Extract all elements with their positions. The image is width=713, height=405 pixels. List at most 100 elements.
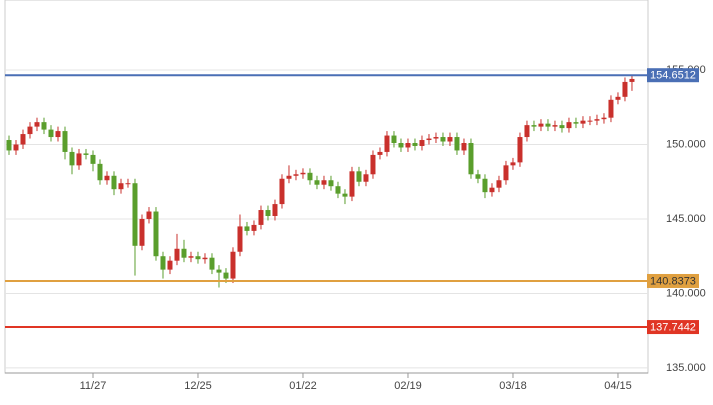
candle-body: [370, 154, 376, 175]
candle-body: [34, 122, 40, 127]
candle-body: [412, 143, 418, 146]
candle-body: [587, 120, 593, 122]
candle-body: [20, 134, 26, 145]
candle-body: [286, 175, 292, 179]
candle-body: [440, 137, 446, 142]
candle-body: [202, 257, 208, 260]
candle-body: [153, 211, 159, 257]
candle-body: [384, 135, 390, 152]
candle-body: [566, 122, 572, 129]
candle-body: [363, 174, 369, 182]
x-tick-label: 04/15: [604, 380, 632, 392]
x-tick-label: 12/25: [184, 380, 212, 392]
candle-body: [69, 151, 75, 166]
candle-body: [265, 210, 271, 216]
candle-body: [300, 172, 306, 175]
candle-body: [6, 140, 12, 151]
candle-body: [104, 175, 110, 181]
candle-body: [293, 174, 299, 176]
candle-body: [272, 204, 278, 216]
level-label-box: [647, 320, 699, 335]
candle-body: [419, 140, 425, 146]
candle-body: [377, 151, 383, 155]
candle-body: [314, 180, 320, 185]
candle-body: [545, 123, 551, 127]
y-tick-label: 135.000: [666, 362, 706, 374]
candle-body: [342, 193, 348, 197]
x-tick-label: 03/18: [499, 380, 527, 392]
candle-body: [524, 125, 530, 138]
candle-body: [41, 122, 47, 130]
candle-body: [27, 126, 33, 135]
candle-body: [405, 143, 411, 148]
candle-body: [244, 226, 250, 231]
candle-body: [426, 138, 432, 141]
candle-body: [531, 125, 537, 127]
candle-body: [83, 153, 89, 155]
level-label: 154.6512: [650, 70, 696, 82]
candle-body: [559, 125, 565, 129]
candle-body: [13, 144, 19, 151]
candle-body: [132, 183, 138, 246]
plot-frame: [4, 0, 649, 374]
candle-body: [279, 178, 285, 205]
candle-body: [475, 174, 481, 179]
candle-body: [181, 248, 187, 258]
candle-body: [195, 256, 201, 260]
x-tick-label: 02/19: [394, 380, 422, 392]
candle-body: [538, 123, 544, 127]
candle-body: [174, 248, 180, 261]
candle-body: [468, 143, 474, 175]
candle-body: [349, 171, 355, 197]
candle-body: [391, 135, 397, 144]
candle-body: [48, 129, 54, 138]
candle-body: [510, 162, 516, 166]
candle-body: [230, 251, 236, 279]
candle-body: [356, 171, 362, 182]
candle-body: [580, 120, 586, 124]
candle-body: [608, 99, 614, 118]
candle-body: [328, 180, 334, 187]
level-label: 137.7442: [650, 321, 696, 333]
level-label-box: [647, 68, 699, 83]
candle-body: [573, 122, 579, 124]
candle-body: [55, 131, 61, 138]
candle-body: [139, 218, 145, 246]
x-tick-label: 01/22: [289, 380, 317, 392]
candle-body: [62, 131, 68, 152]
candle-body: [482, 178, 488, 193]
candle-body: [601, 117, 607, 120]
candle-body: [97, 163, 103, 181]
candle-body: [251, 224, 257, 231]
candle-body: [447, 137, 453, 142]
candle-body: [503, 165, 509, 181]
candle-body: [433, 137, 439, 139]
candle-body: [307, 172, 313, 181]
candle-body: [629, 78, 635, 82]
candle-body: [160, 256, 166, 270]
candle-body: [454, 137, 460, 151]
y-tick-label: 140.000: [666, 287, 706, 299]
candle-body: [188, 256, 194, 258]
candle-body: [167, 260, 173, 270]
candle-body: [258, 210, 264, 225]
candle-body: [209, 257, 215, 270]
candle-body: [496, 180, 502, 188]
candle-body: [90, 154, 96, 164]
candle-body: [552, 125, 558, 127]
candle-body: [461, 143, 467, 151]
level-label: 140.8373: [650, 275, 696, 287]
candle-body: [615, 96, 621, 100]
candle-body: [111, 175, 117, 190]
candle-body: [76, 153, 82, 166]
candle-body: [146, 211, 152, 219]
x-tick-label: 11/27: [80, 380, 107, 392]
candle-body: [216, 269, 222, 273]
candle-body: [237, 226, 243, 252]
candle-body: [489, 187, 495, 193]
candle-body: [321, 180, 327, 185]
candle-body: [517, 137, 523, 163]
candle-body: [398, 143, 404, 148]
candle-body: [594, 119, 600, 121]
